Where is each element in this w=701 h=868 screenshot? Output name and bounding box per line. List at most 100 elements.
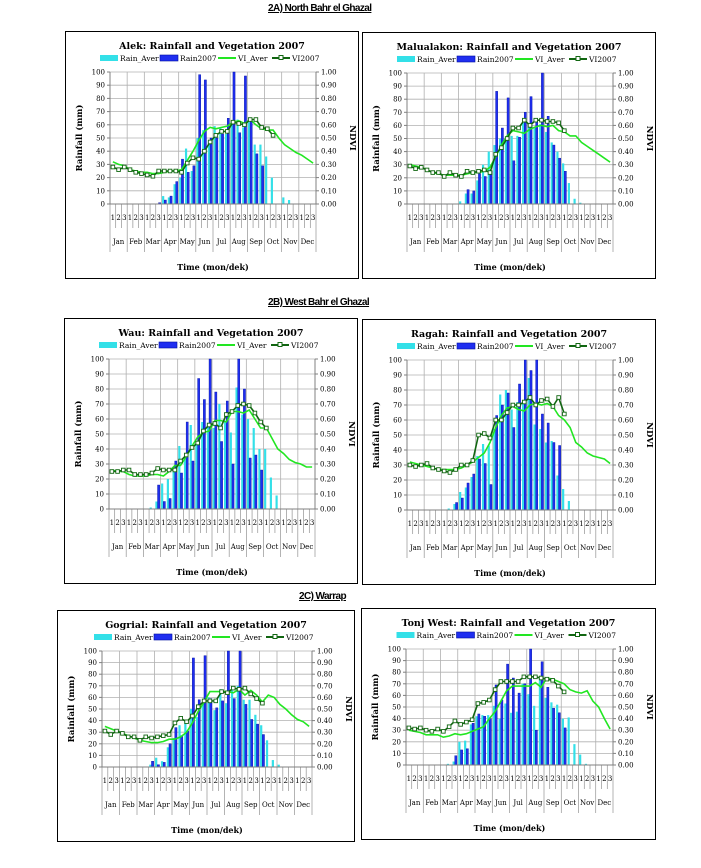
dekad-tick-label: 1 [425, 214, 429, 222]
marker-vi2007 [125, 734, 131, 740]
dekad-tick-label: 3 [418, 775, 422, 783]
marker-vi2007 [109, 469, 115, 474]
bar-rain-aver [236, 119, 239, 204]
marker-vi2007 [213, 698, 218, 704]
dekad-tick-label: 3 [289, 777, 293, 785]
dekad-tick-label: 3 [241, 519, 245, 527]
marker-vi2007 [196, 156, 201, 162]
marker-vi2007 [201, 698, 207, 704]
bar-rain-aver [207, 140, 211, 204]
month-label-nov: Nov [279, 801, 293, 809]
bar-rain-aver [195, 717, 199, 767]
dekad-tick-label: 3 [132, 777, 136, 785]
y2-tick-label: 0.00 [320, 506, 336, 514]
bar-rain2007 [180, 472, 183, 510]
y2-tick-label: 0.60 [320, 416, 336, 424]
marker-vi2007 [265, 126, 270, 132]
y2-tick-label: 0.10 [321, 187, 337, 195]
dekad-tick-label: 2 [551, 214, 555, 222]
bar-rain-aver [504, 390, 508, 510]
markers-vi2007 [109, 401, 269, 477]
bar-rain-aver [510, 712, 513, 765]
y-axis-title: Rainfall (mm) [371, 402, 382, 469]
chart-legend: Rain_Aver Rain2007 VI_Aver VI2007 [99, 341, 319, 350]
bar-rain2007 [186, 730, 189, 768]
bar-rain-aver [459, 492, 462, 510]
y-tick-label: 10 [95, 491, 104, 499]
marker-vi2007 [126, 467, 132, 473]
dekad-tick-label: 2 [301, 777, 305, 785]
marker-vi2007 [522, 399, 527, 405]
dekad-tick-label: 2 [464, 775, 468, 783]
y-tick-label: 60 [96, 121, 105, 129]
dekad-tick-label: 2 [237, 214, 241, 222]
month-label-dec: Dec [598, 544, 612, 552]
bar-rain2007 [546, 116, 550, 205]
dekad-tick-label: 2 [482, 214, 486, 222]
marker-vi2007 [510, 402, 516, 408]
bar-rain-aver [225, 703, 228, 767]
section-title-warrap: 2C) Warrap [299, 591, 347, 602]
marker-vi2007 [504, 136, 510, 141]
dekad-tick-label: 3 [436, 520, 440, 528]
dekad-tick-label: 2 [151, 214, 155, 222]
month-label-oct: Oct [564, 544, 577, 552]
legend-label-rain-aver: Rain_Aver [417, 342, 456, 351]
marker-vi2007 [189, 445, 195, 450]
month-label-nov: Nov [283, 238, 297, 246]
marker-vi2007 [453, 172, 458, 178]
x-axis-title: Time (mon/dek) [177, 262, 249, 272]
bar-rain-aver [459, 201, 462, 204]
marker-vi2007 [452, 718, 458, 724]
dekad-tick-label: 1 [264, 519, 268, 527]
bar-rain2007 [215, 707, 219, 768]
marker-vi2007 [161, 467, 166, 473]
dekad-tick-label: 1 [579, 775, 583, 783]
dekad-tick-label: 2 [161, 777, 165, 785]
month-label-mar: Mar [145, 543, 160, 551]
marker-vi2007 [138, 472, 143, 477]
marker-vi2007 [499, 145, 504, 150]
dekad-tick-label: 3 [522, 520, 526, 528]
dekad-tick-label: 3 [556, 214, 560, 222]
dekad-tick-label: 1 [281, 519, 285, 527]
marker-vi2007 [481, 431, 487, 436]
bar-rain-aver [166, 479, 169, 509]
bar-rain-aver [550, 441, 553, 510]
dekad-tick-label: 1 [298, 519, 302, 527]
bar-rain-aver [213, 710, 216, 767]
bar-rain2007 [220, 441, 223, 510]
dekad-tick-label: 1 [562, 775, 566, 783]
chart-grid [405, 648, 614, 766]
month-label-jan: Jan [409, 238, 422, 246]
marker-vi2007 [190, 155, 196, 161]
marker-vi2007 [230, 685, 236, 691]
marker-vi2007 [550, 678, 555, 683]
bar-rain-aver [579, 754, 582, 765]
month-label-dec: Dec [301, 238, 315, 246]
dekad-tick-label: 2 [236, 519, 240, 527]
bar-rain2007 [169, 195, 173, 205]
marker-vi2007 [544, 396, 550, 402]
bar-rain2007 [248, 457, 252, 510]
x-axis-title: Time (mon/dek) [171, 825, 243, 835]
bar-rain-aver [277, 764, 280, 767]
dekad-tick-label: 3 [225, 214, 229, 222]
chart-grid [108, 358, 316, 510]
y-tick-label: 30 [96, 161, 105, 169]
month-label-jan: Jan [112, 238, 125, 246]
marker-vi2007 [102, 728, 108, 734]
y2-tick-label: 0.30 [618, 462, 634, 470]
y2-tick-label: 0.50 [320, 431, 336, 439]
marker-vi2007 [155, 734, 160, 740]
dekad-tick-label: 3 [122, 214, 126, 222]
bar-rain2007 [460, 749, 463, 766]
chart-svg: Alek: Rainfall and Vegetation 2007 Rain_A… [74, 41, 357, 272]
dekad-tick-label: 3 [539, 775, 543, 783]
dekad-tick-label: 2 [431, 520, 435, 528]
y2-tick-label: 0.30 [618, 161, 634, 169]
dekad-tick-label: 2 [568, 775, 572, 783]
bar-rain-aver [265, 156, 268, 204]
dekad-tick-label: 1 [528, 214, 532, 222]
bar-rain-aver [258, 449, 261, 509]
